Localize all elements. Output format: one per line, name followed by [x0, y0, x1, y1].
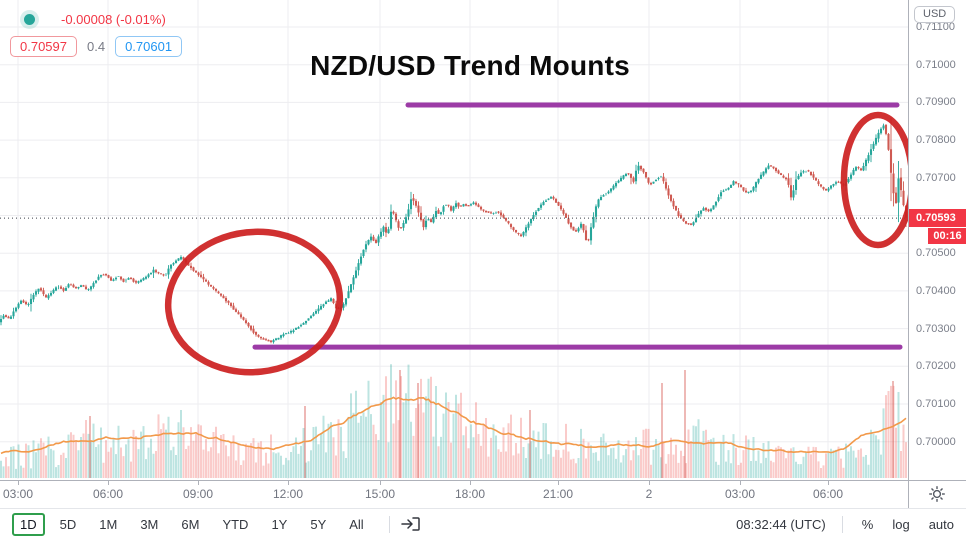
time-tick-label: 09:00 — [182, 487, 214, 501]
time-axis[interactable]: 03:00 06:00 09:00 12:00 15:00 18:00 21:00 2 03:0… — [0, 480, 966, 508]
time-tick-mark — [828, 481, 829, 485]
range-button-5y[interactable]: 5Y — [310, 516, 327, 532]
grid-lines — [0, 0, 908, 479]
time-tick-label: 06:00 — [812, 487, 844, 501]
price-tick-label: 0.70100 — [916, 398, 956, 410]
toolbar-divider — [841, 515, 843, 533]
volume-bars — [0, 364, 907, 478]
range-button-1y[interactable]: 1Y — [271, 516, 288, 532]
price-tick-label: 0.70200 — [916, 360, 956, 373]
time-tick-mark — [558, 481, 559, 485]
price-tick-label: 0.71000 — [916, 58, 956, 71]
price-tick-label: 0.70000 — [916, 435, 956, 448]
percent-scale-button[interactable]: % — [861, 516, 874, 532]
range-button-1m[interactable]: 1M — [99, 516, 118, 532]
time-tick-mark — [18, 481, 19, 485]
price-tick-label: 0.70700 — [916, 171, 956, 184]
time-tick-mark — [470, 481, 471, 485]
chart-pane[interactable] — [0, 0, 908, 480]
price-tick-label: 0.70500 — [916, 247, 956, 260]
currency-unit-chip[interactable]: USD — [914, 6, 956, 23]
time-tick-label: 2 — [645, 487, 653, 501]
bar-countdown-badge: 00:16 — [928, 228, 966, 244]
time-tick-label: 12:00 — [272, 487, 304, 501]
time-tick-label: 03:00 — [724, 487, 756, 501]
price-tick-label: 0.70300 — [916, 322, 956, 335]
time-tick-mark — [649, 481, 650, 485]
price-tick-label: 0.70800 — [916, 134, 956, 147]
price-change-text: -0.00008 (-0.01%) — [61, 11, 166, 27]
candlesticks — [0, 117, 908, 344]
buy-ask-button[interactable]: 0.70601 — [115, 36, 183, 57]
time-tick-label: 06:00 — [92, 487, 124, 501]
time-tick-mark — [198, 481, 199, 485]
axis-divider — [908, 480, 909, 508]
price-tick-label: 0.70400 — [916, 284, 956, 297]
range-button-6m[interactable]: 6M — [181, 516, 200, 532]
time-tick-label: 03:00 — [2, 487, 34, 501]
sell-bid-button[interactable]: 0.70597 — [10, 36, 77, 57]
symbol-overlay: -0.00008 (-0.01%) 0.70597 0.4 0.70601 — [10, 8, 183, 57]
candlestick-chart-canvas[interactable] — [0, 0, 908, 480]
price-axis[interactable]: USD 0.71100 0.71000 0.70900 0.70800 0.70700 0… — [908, 0, 966, 480]
last-price-badge: 0.70593 — [909, 209, 966, 227]
range-button-all[interactable]: All — [349, 516, 364, 532]
time-tick-mark — [740, 481, 741, 485]
go-to-date-icon[interactable] — [400, 515, 422, 533]
chart-annotation-title: NZD/USD Trend Mounts — [310, 50, 630, 81]
price-tick-label: 0.71100 — [916, 21, 955, 33]
time-tick-label: 21:00 — [542, 487, 574, 501]
range-button-5d[interactable]: 5D — [59, 516, 77, 532]
range-button-ytd[interactable]: YTD — [222, 516, 249, 532]
time-tick-mark — [288, 481, 289, 485]
spread-value: 0.4 — [87, 39, 106, 54]
auto-scale-button[interactable]: auto — [928, 516, 954, 532]
market-status-dot-icon — [24, 13, 35, 25]
volume-ma-line — [0, 396, 907, 455]
price-tick-label: 0.70900 — [916, 96, 956, 109]
red-circle-annotations[interactable] — [161, 111, 908, 381]
log-scale-button[interactable]: log — [892, 516, 910, 532]
time-tick-label: 18:00 — [454, 487, 486, 501]
purple-trend-lines[interactable] — [252, 102, 903, 350]
range-button-1d[interactable]: 1D — [12, 512, 45, 536]
time-tick-mark — [108, 481, 109, 485]
bottom-toolbar: 1D 5D 1M 3M 6M YTD 1Y 5Y All 08:32:44 (UTC) % lo… — [0, 508, 966, 539]
range-button-3m[interactable]: 3M — [140, 516, 159, 532]
time-tick-mark — [380, 481, 381, 485]
clock-utc-label[interactable]: 08:32:44 (UTC) — [736, 516, 826, 532]
toolbar-divider — [388, 515, 390, 533]
chart-settings-gear-icon[interactable] — [926, 483, 948, 505]
time-tick-label: 15:00 — [364, 487, 396, 501]
